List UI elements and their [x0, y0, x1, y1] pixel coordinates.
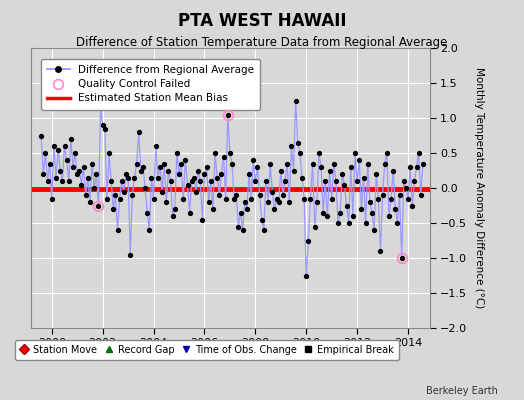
Text: PTA WEST HAWAII: PTA WEST HAWAII	[178, 12, 346, 30]
Y-axis label: Monthly Temperature Anomaly Difference (°C): Monthly Temperature Anomaly Difference (…	[474, 67, 484, 309]
Text: Berkeley Earth: Berkeley Earth	[426, 386, 498, 396]
Text: Difference of Station Temperature Data from Regional Average: Difference of Station Temperature Data f…	[77, 36, 447, 49]
Legend: Station Move, Record Gap, Time of Obs. Change, Empirical Break: Station Move, Record Gap, Time of Obs. C…	[15, 340, 399, 360]
